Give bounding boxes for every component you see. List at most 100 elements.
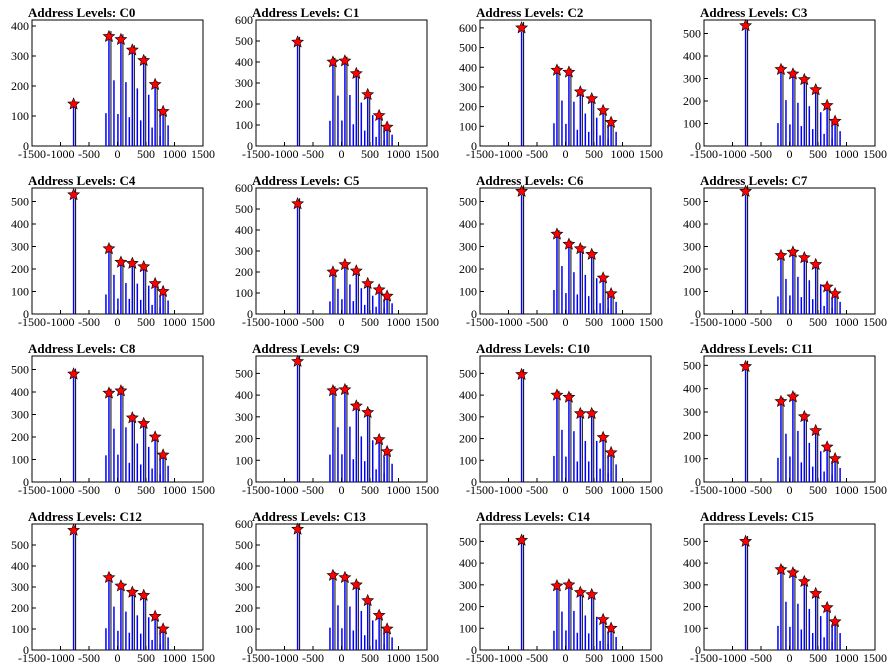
peak-marker — [349, 66, 363, 80]
peak-marker — [596, 103, 610, 117]
y-tick-label: 300 — [683, 240, 701, 254]
y-tick-label: 100 — [459, 119, 477, 133]
panel-c4: Address Levels: C40100200300400500-1500-… — [11, 173, 215, 329]
x-tick-label: 500 — [137, 315, 155, 329]
y-tick-label: 400 — [235, 388, 253, 402]
x-tick-label: -500 — [302, 147, 324, 161]
y-tick-label: 400 — [11, 217, 29, 231]
y-tick-label: 0 — [695, 139, 701, 153]
x-tick-label: 1000 — [163, 651, 187, 665]
x-tick-label: -1000 — [495, 147, 523, 161]
peak-marker — [372, 608, 386, 621]
x-tick-label: 0 — [339, 315, 345, 329]
y-tick-label: 500 — [459, 534, 477, 548]
y-tick-label: 300 — [11, 49, 29, 63]
x-tick-label: 1500 — [191, 651, 215, 665]
x-tick-label: 500 — [809, 483, 827, 497]
y-tick-label: 500 — [683, 358, 701, 372]
x-tick-label: 1000 — [611, 315, 635, 329]
x-tick-label: -500 — [78, 147, 100, 161]
peak-marker — [573, 585, 587, 598]
x-tick-label: 1000 — [611, 651, 635, 665]
peak-marker — [137, 259, 151, 273]
y-tick-label: 200 — [459, 600, 477, 614]
y-tick-label: 0 — [247, 643, 253, 657]
peak-marker — [820, 280, 834, 293]
panel-c7: Address Levels: C70100200300400500-1500-… — [683, 173, 887, 329]
y-tick-label: 0 — [247, 475, 253, 489]
y-tick-label: 400 — [11, 19, 29, 33]
peak-marker — [573, 406, 587, 420]
peak-marker — [148, 276, 162, 290]
peak-marker — [125, 43, 139, 56]
x-tick-label: 0 — [563, 315, 569, 329]
peak-marker — [562, 578, 576, 591]
peak-marker — [326, 568, 340, 581]
peak-marker — [573, 241, 587, 255]
panel-title: Address Levels: C1 — [252, 5, 359, 20]
x-tick-label: 1000 — [835, 483, 859, 497]
x-tick-label: -500 — [78, 315, 100, 329]
y-tick-label: 0 — [471, 643, 477, 657]
y-tick-label: 500 — [683, 195, 701, 209]
panel-c11: Address Levels: C11 0 100 200 300 400 500 -1500… — [683, 341, 887, 497]
x-tick-label: 0 — [339, 651, 345, 665]
panel-title: Address Levels: C11 — [700, 341, 813, 356]
x-tick-label: -1500 — [690, 483, 718, 497]
x-tick-label: -1500 — [242, 651, 270, 665]
peak-marker — [562, 65, 576, 78]
x-tick-label: 500 — [585, 483, 603, 497]
x-tick-label: 1500 — [191, 483, 215, 497]
peak-marker — [809, 257, 823, 270]
y-tick-label: 300 — [683, 405, 701, 419]
y-tick-label: 500 — [11, 363, 29, 377]
y-tick-label: 0 — [23, 643, 29, 657]
peak-marker — [585, 587, 599, 601]
x-tick-label: -1000 — [47, 315, 75, 329]
peak-marker — [372, 283, 386, 296]
peak-marker — [380, 622, 394, 635]
peak-marker — [102, 29, 116, 42]
x-tick-label: 1000 — [163, 147, 187, 161]
y-tick-label: 600 — [235, 181, 253, 195]
peak-marker — [338, 382, 352, 396]
y-tick-label: 200 — [459, 432, 477, 446]
y-tick-label: 400 — [459, 388, 477, 402]
peak-marker — [604, 621, 618, 634]
x-tick-label: 500 — [361, 147, 379, 161]
peak-marker — [361, 87, 375, 101]
peak-marker — [137, 416, 151, 429]
y-tick-label: 600 — [459, 21, 477, 35]
peak-marker — [291, 354, 305, 367]
peak-marker — [604, 286, 618, 300]
panel-title: Address Levels: C12 — [28, 509, 142, 524]
x-tick-label: -1500 — [18, 147, 46, 161]
y-tick-label: 400 — [11, 559, 29, 573]
x-tick-label: -1500 — [242, 483, 270, 497]
panel-c10: Address Levels: C10 0 100 200 300 400 500 -1500… — [459, 341, 663, 497]
y-tick-label: 100 — [459, 621, 477, 635]
y-tick-label: 200 — [459, 100, 477, 114]
x-tick-label: 500 — [809, 147, 827, 161]
y-tick-label: 200 — [683, 600, 701, 614]
x-tick-label: -500 — [302, 651, 324, 665]
x-tick-label: -500 — [526, 483, 548, 497]
panel-title: Address Levels: C13 — [252, 509, 366, 524]
y-tick-label: 500 — [235, 538, 253, 552]
peak-marker — [114, 579, 128, 592]
y-tick-label: 600 — [235, 13, 253, 27]
x-tick-label: 500 — [137, 147, 155, 161]
x-tick-label: 1500 — [415, 651, 439, 665]
x-tick-label: -500 — [526, 651, 548, 665]
y-tick-label: 0 — [471, 139, 477, 153]
x-tick-label: 1000 — [163, 483, 187, 497]
x-tick-label: -500 — [302, 483, 324, 497]
peak-marker — [786, 67, 800, 80]
x-tick-label: 1500 — [863, 147, 887, 161]
peak-marker — [361, 593, 375, 607]
x-tick-label: -1500 — [466, 147, 494, 161]
x-tick-label: -500 — [750, 315, 772, 329]
panel-title: Address Levels: C3 — [700, 5, 808, 20]
peak-marker — [562, 237, 576, 250]
y-tick-label: 0 — [23, 307, 29, 321]
